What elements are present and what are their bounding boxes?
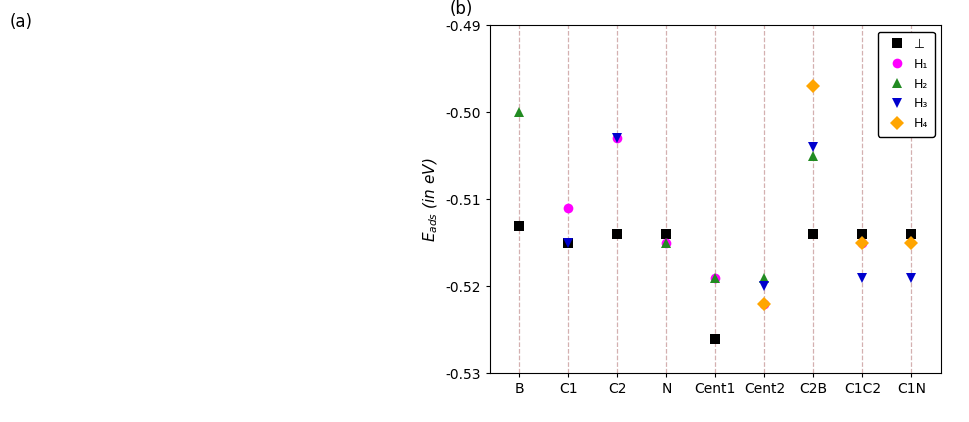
Y-axis label: $E_{ads}$ (in eV): $E_{ads}$ (in eV) — [421, 157, 439, 242]
Text: (a): (a) — [10, 13, 33, 31]
Legend: ⊥, H₁, H₂, H₃, H₄: ⊥, H₁, H₂, H₃, H₄ — [877, 32, 934, 137]
Text: (b): (b) — [449, 0, 472, 18]
